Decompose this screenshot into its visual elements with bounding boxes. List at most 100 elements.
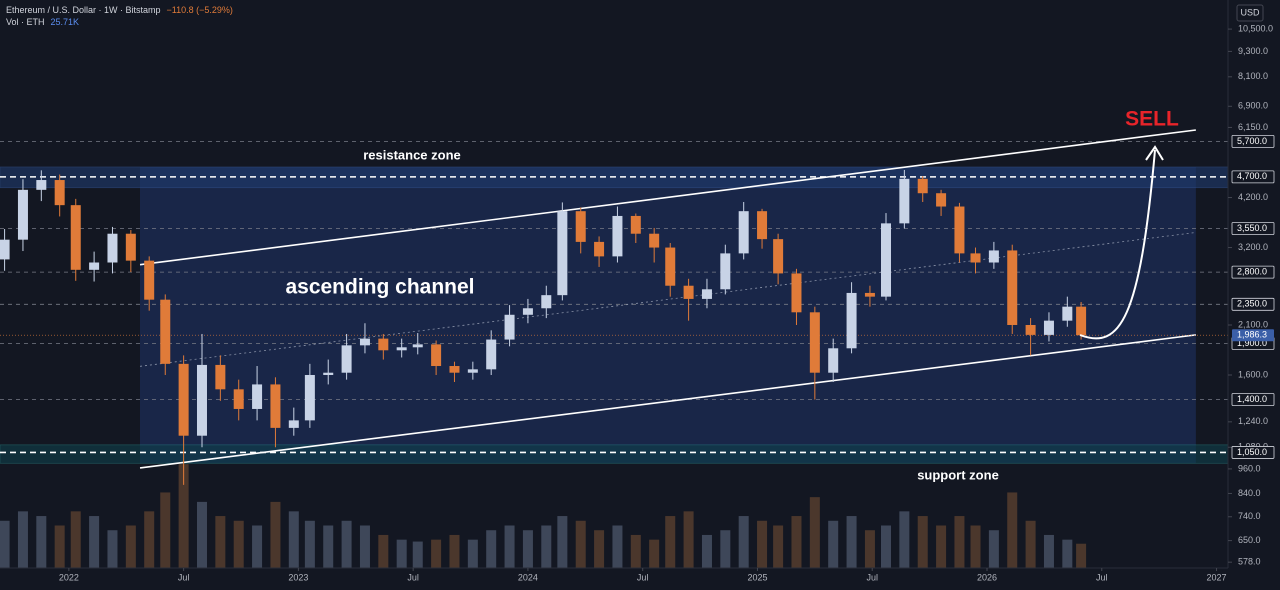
candle-body <box>431 344 442 367</box>
level-tag <box>1231 297 1275 311</box>
candle-body <box>304 374 315 421</box>
candle-body <box>107 233 118 263</box>
candle-body <box>828 348 839 373</box>
volume-bar <box>54 525 65 568</box>
y-tick-label: 578.0 <box>1238 557 1261 567</box>
level-label: 5,700.0 <box>1237 136 1267 146</box>
candle-body <box>449 366 460 373</box>
candle-body <box>467 369 478 373</box>
candle-body <box>594 241 605 257</box>
level-label: 1,900.0 <box>1237 338 1267 348</box>
candle-body <box>773 239 784 274</box>
volume-bar <box>144 511 155 568</box>
y-tick-label: 4,200.0 <box>1238 192 1268 202</box>
volume-bar <box>575 520 586 568</box>
volume-bar <box>773 525 784 568</box>
volume-bar <box>594 530 605 568</box>
candle-body <box>504 314 515 340</box>
candle-body <box>1062 306 1073 321</box>
volume-bar <box>196 501 207 568</box>
level-label: 2,800.0 <box>1237 266 1267 276</box>
signal-arrow-head <box>1145 145 1164 161</box>
candle-body <box>323 372 334 375</box>
candle-layer <box>0 169 1087 485</box>
candle-body <box>215 364 226 390</box>
candle-body <box>1007 250 1018 325</box>
candle-body <box>936 193 947 207</box>
candle-body <box>757 211 768 240</box>
candle-body <box>270 384 281 428</box>
candle-body <box>178 363 189 436</box>
volume-bar <box>449 534 460 568</box>
candle-body <box>54 180 65 206</box>
candle-body <box>341 345 352 373</box>
candle-body <box>125 233 136 261</box>
volume-bar <box>954 516 965 568</box>
volume-bar <box>791 516 802 568</box>
candle-body <box>396 347 407 351</box>
candle-body <box>917 178 928 194</box>
volume-bar <box>683 511 694 568</box>
candle-body <box>36 180 47 190</box>
currency-button[interactable] <box>1236 4 1264 22</box>
candle-body <box>522 308 533 315</box>
y-tick-label: 650.0 <box>1238 535 1261 545</box>
y-tick-label: 2,100.0 <box>1238 319 1268 329</box>
x-tick-label: 2025 <box>747 572 767 582</box>
volume-bar <box>504 525 515 568</box>
volume-bar <box>359 525 370 568</box>
candle-body <box>1076 306 1087 336</box>
volume-bar <box>757 520 768 568</box>
volume-bar <box>701 534 712 568</box>
volume-bar <box>304 520 315 568</box>
overlay-layer <box>0 129 1228 469</box>
candle-body <box>288 420 299 428</box>
y-tick-label: 840.0 <box>1238 488 1261 498</box>
volume-bar <box>630 534 641 568</box>
price-axis <box>1228 0 1280 590</box>
y-tick-label: 10,500.0 <box>1238 23 1273 33</box>
channel-label: ascending channel <box>285 276 474 299</box>
level-tag <box>1231 135 1275 148</box>
volume-bar <box>107 530 118 568</box>
x-tick-label: 2023 <box>288 572 308 582</box>
volume-bar <box>396 539 407 568</box>
volume-bar <box>557 516 568 568</box>
y-tick-label: 6,150.0 <box>1238 122 1268 132</box>
level-tag <box>1231 265 1275 279</box>
volume-bar <box>612 525 623 568</box>
volume-bar <box>1043 534 1054 568</box>
level-label: 3,550.0 <box>1237 223 1267 233</box>
candle-body <box>160 299 171 364</box>
last-price-label: 1,986.3 <box>1237 330 1267 340</box>
candle-body <box>846 292 857 349</box>
candle-body <box>17 189 28 240</box>
candle-body <box>359 338 370 346</box>
volume-bar <box>988 530 999 568</box>
volume-bar <box>89 516 100 568</box>
volume-bar <box>899 511 910 568</box>
candle-body <box>683 285 694 299</box>
volume-bar <box>1025 520 1036 568</box>
volume-bar <box>665 516 676 568</box>
level-tag <box>1231 170 1275 184</box>
volume-bar <box>288 511 299 568</box>
candle-body <box>378 338 389 351</box>
symbol: Ethereum / U.S. Dollar · 1W · Bitstamp <box>6 5 161 15</box>
volume-bar <box>1007 492 1018 568</box>
candle-body <box>233 389 244 409</box>
candle-body <box>899 178 910 224</box>
currency-label[interactable]: USD <box>1240 7 1260 17</box>
volume-bar <box>412 541 423 568</box>
channel-box <box>140 166 1196 464</box>
candle-body <box>809 312 820 373</box>
y-tick-label: 6,900.0 <box>1238 101 1268 111</box>
candle-body <box>144 260 155 300</box>
candle-body <box>649 233 660 248</box>
signal-label: SELL <box>1125 108 1179 131</box>
volume-bar <box>70 511 81 568</box>
x-tick-label: 2022 <box>59 572 79 582</box>
symbol-title: Ethereum / U.S. Dollar · 1W · Bitstamp −1… <box>6 5 233 15</box>
volume-bar <box>17 511 28 568</box>
volume-bar <box>917 516 928 568</box>
